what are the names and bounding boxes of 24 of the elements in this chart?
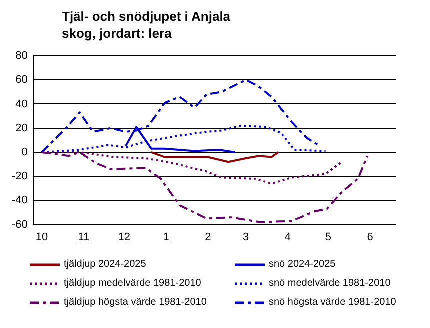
x-tick-label: 5 [325,231,332,244]
legend-label: tjäldjup medelvärde 1981-2010 [64,278,202,289]
x-tick-label: 11 [78,231,90,244]
x-tick-label: 4 [284,231,291,244]
x-tick-label: 3 [242,231,250,244]
y-tick-label: -60 [12,218,28,231]
legend-label: snö högsta värde 1981-2010 [269,297,396,308]
y-tick-label: -40 [12,194,28,207]
y-tick-label: 40 [16,98,28,110]
legend-label: tjäldjup högsta värde 1981-2010 [64,297,207,308]
y-tick-label: 60 [16,74,28,86]
y-tick-label: 0 [22,146,28,158]
y-tick-label: 20 [16,122,28,134]
x-tick-label: 1 [163,231,170,244]
y-tick-label: 80 [16,50,28,62]
x-tick-label: 10 [36,231,48,244]
legend-label: tjäldjup 2024-2025 [64,259,146,270]
y-tick-label: -20 [12,170,28,183]
x-tick-label: 2 [205,231,212,244]
x-tick-label: 12 [118,231,131,244]
legend-label: snö medelvärde 1981-2010 [269,278,391,289]
chart-title: Tjäl- och snödjupet i Anjala skog, jordart: lera [62,8,231,42]
x-tick-label: 6 [367,231,374,244]
legend-label: snö 2024-2025 [269,259,336,270]
